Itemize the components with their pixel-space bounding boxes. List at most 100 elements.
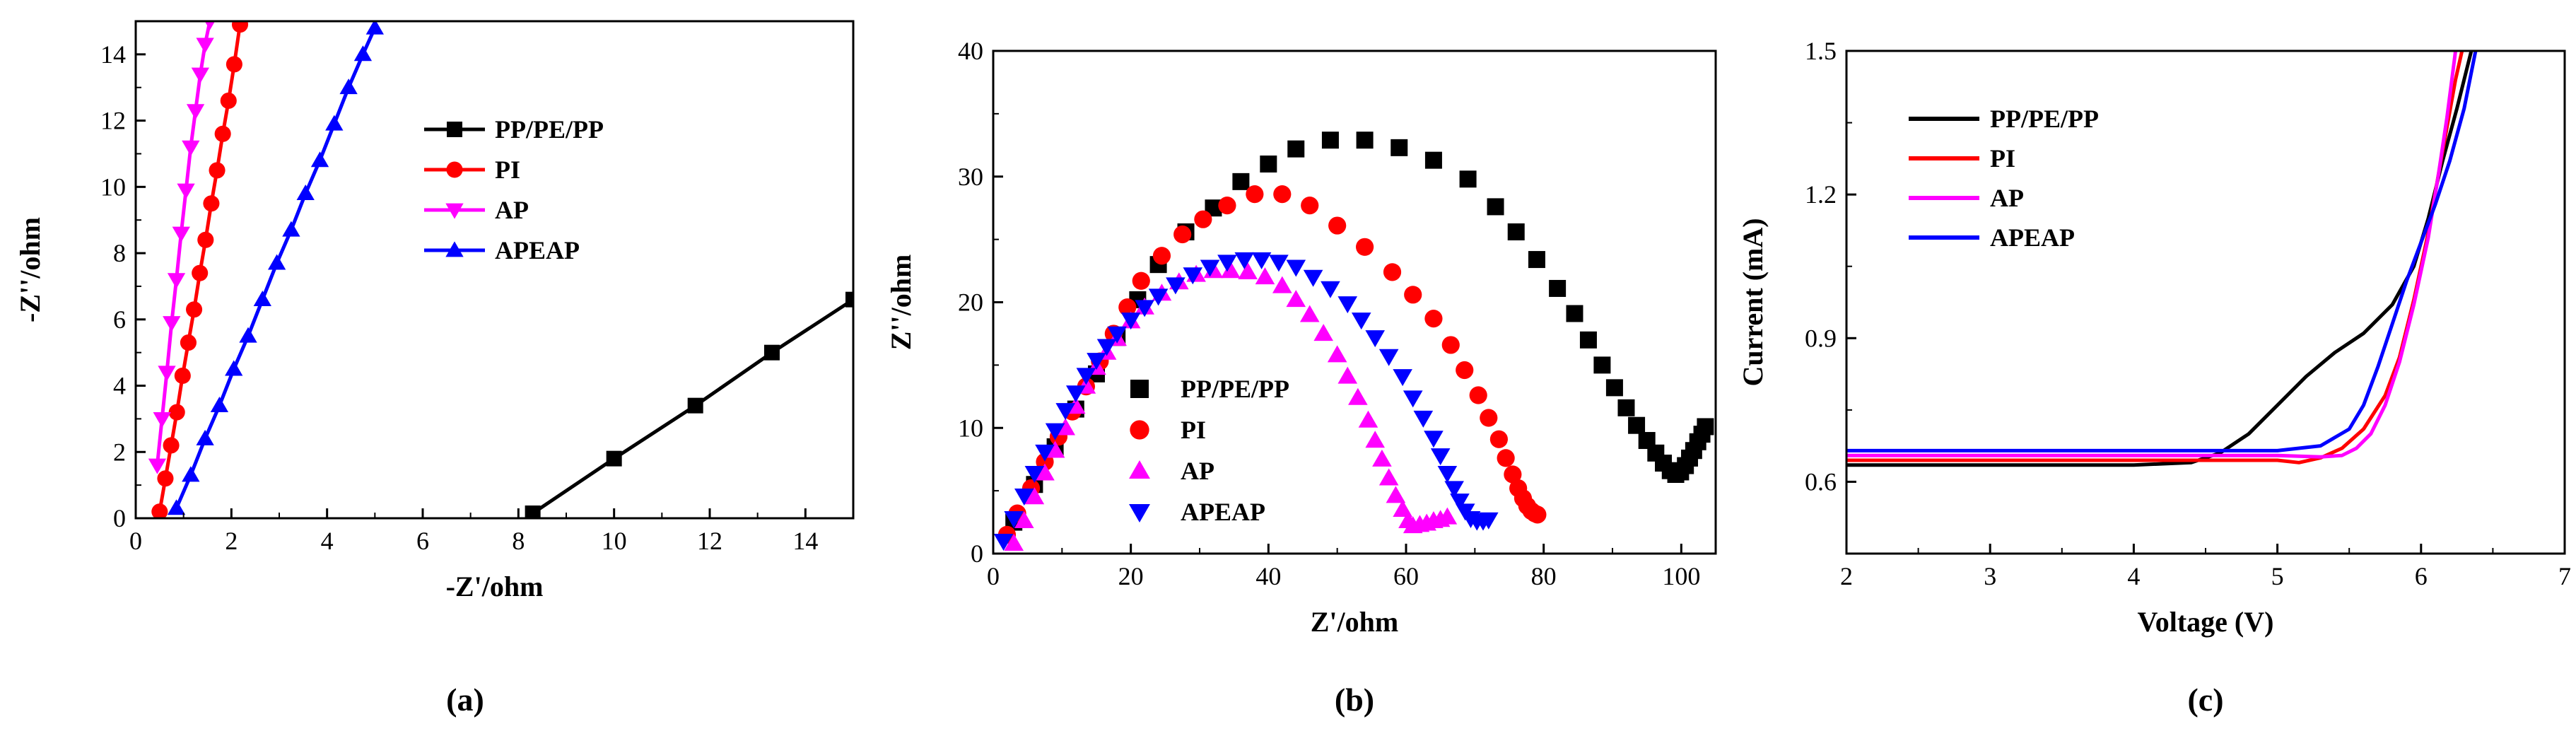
- panel-b-ytick-label-4: 40: [958, 37, 983, 65]
- panel-b-xtick-label-0: 0: [987, 562, 1000, 590]
- panel-b-series-ap-point-4: [1045, 440, 1065, 458]
- panel-a-caption: (a): [446, 682, 484, 718]
- panel-a-xlabel: -Z'/ohm: [446, 571, 544, 602]
- panel-a-series-ap-point-8: [186, 104, 205, 120]
- panel-b-series-apeap-point-20: [1251, 252, 1272, 269]
- panel-b-series-apeap-point-8: [1076, 368, 1096, 385]
- panel-b: 0 20 40 60 80 100 0 10 20 30 40 Z'/ohm Z''/ohm PP/PE/…: [885, 37, 1717, 718]
- panel-b-series-pp-pe-pp-point-21: [1549, 279, 1567, 297]
- panel-b-series-pi-point-22: [1424, 310, 1443, 328]
- panel-a-series-ap-point-7: [182, 140, 200, 156]
- panel-b-series-apeap-point-16: [1183, 267, 1203, 285]
- panel-b-series-apeap-point-24: [1321, 281, 1340, 298]
- panel-b-series-apeap-point-32: [1424, 431, 1444, 448]
- panel-a-series-ap-point-5: [172, 226, 190, 243]
- panel-a-legend-pi-label: PI: [495, 156, 520, 184]
- panel-a-xtick-label-3: 6: [416, 527, 429, 555]
- panel-b-series-pi-point-13: [1194, 210, 1212, 228]
- panel-a-ylabel: -Z''/ohm: [14, 217, 46, 322]
- panel-a-series-apeap-point-10: [310, 151, 329, 168]
- panel-a-series-pi-point-1: [157, 470, 174, 487]
- panel-b-series-apeap-point-23: [1303, 269, 1323, 287]
- panel-a-series-pi-point-6: [186, 301, 203, 318]
- panel-b-legend-ap-marker: [1129, 460, 1150, 479]
- panel-a-series-pi-point-10: [209, 162, 226, 179]
- panel-a-xtick-label-2: 4: [321, 527, 334, 555]
- panel-a-series-pp-pe-pp-point-2: [687, 397, 703, 414]
- panel-c-xtick-label-2: 4: [2127, 562, 2140, 590]
- panel-a-xtick-label-4: 8: [512, 527, 525, 555]
- panel-a-ytick-label-6: 12: [100, 107, 126, 135]
- panel-a-series-apeap-point-7: [267, 254, 286, 270]
- panel-a-series-apeap-point-2: [196, 429, 214, 445]
- panel-c-series-ap-line: [1846, 51, 2458, 459]
- panel-a-ytick-label-0: 0: [113, 504, 126, 532]
- panel-b-series-pi-point-18: [1328, 216, 1347, 235]
- panel-c-legend-ap-label: AP: [1990, 184, 2024, 212]
- panel-b-series-pi-point-21: [1404, 286, 1422, 304]
- panel-b-ytick-label-3: 30: [958, 163, 983, 191]
- panel-b-series-apeap-point-35: [1444, 481, 1464, 498]
- panel-b-series-pi-point-24: [1456, 361, 1474, 380]
- panel-b-series-pi-point-9: [1118, 298, 1137, 317]
- panel-b-series-ap-point-28: [1365, 431, 1385, 448]
- panel-a-series-apeap-point-11: [325, 115, 344, 131]
- panel-b-series-ap-point-29: [1372, 449, 1392, 467]
- panel-b-series-apeap-point-15: [1166, 277, 1185, 295]
- panel-b-series-pp-pe-pp-point-20: [1528, 251, 1545, 269]
- panel-a-legend-pi-marker: [446, 161, 463, 178]
- panel-b-series-apeap-point-12: [1120, 312, 1141, 330]
- panel-b-legend-apeap-label: APEAP: [1181, 498, 1265, 526]
- panel-b-series-apeap-point-5: [1045, 423, 1065, 440]
- panel-b-xtick-label-1: 20: [1118, 562, 1144, 590]
- panel-b-series-pp-pe-pp-point-15: [1391, 139, 1408, 156]
- panel-a-legend-pp-pe-pp-marker: [447, 122, 462, 137]
- panel-b-series-ap-point-30: [1378, 468, 1399, 486]
- panel-a-series-pi-point-0: [151, 503, 168, 518]
- panel-b-series-pi-point-10: [1132, 271, 1150, 290]
- panel-b-series-ap-point-24: [1327, 345, 1347, 363]
- panel-a-series-ap-point-4: [167, 273, 186, 289]
- panel-b-series-pi-point-20: [1383, 263, 1402, 281]
- panel-a-series-ap-point-11: [204, 21, 216, 30]
- panel-b-series: [993, 132, 1714, 551]
- panel-b-series-ap-point-27: [1358, 410, 1378, 428]
- panel-b-series-pi-point-28: [1497, 449, 1515, 467]
- panel-a-xtick-label-0: 0: [129, 527, 142, 555]
- panel-b-series-pp-pe-pp-point-12: [1287, 140, 1305, 158]
- panel-a-series-pi-point-8: [197, 231, 214, 248]
- panel-b-series-pp-pe-pp-point-24: [1593, 356, 1611, 374]
- panel-b-series-ap-point-5: [1055, 418, 1075, 436]
- panel-b-series-apeap-point-7: [1066, 385, 1086, 403]
- panel-b-xtick-label-3: 60: [1393, 562, 1419, 590]
- panel-c-xtick-label-1: 3: [1984, 562, 1996, 590]
- panel-a-xtick-label-1: 2: [225, 527, 238, 555]
- panel-a-series-apeap-point-9: [296, 185, 315, 201]
- panel-b-series-ap-point-25: [1337, 366, 1358, 384]
- panel-a-series-pi-point-13: [226, 56, 242, 73]
- panel-b-series-ap-point-2: [1024, 487, 1045, 505]
- panel-b-legend-apeap-marker: [1129, 503, 1150, 522]
- panel-a-legend-apeap-marker: [445, 241, 464, 257]
- panel-b-series-pp-pe-pp-point-23: [1579, 331, 1597, 349]
- panel-a-series-apeap-point-13: [353, 45, 373, 62]
- panel-c: 2 3 4 5 6 7 0.6 0.9 1.2 1.5 Voltage (V) Current (mA…: [1737, 37, 2571, 718]
- panel-a-ytick-label-2: 4: [113, 372, 126, 400]
- panel-a-series-apeap-point-3: [210, 397, 229, 413]
- panel-b-series-ap-point-23: [1313, 324, 1333, 341]
- panel-b-series-apeap-point-31: [1413, 410, 1434, 428]
- panel-c-ytick-label-2: 1.2: [1805, 180, 1837, 209]
- panel-b-series-apeap-point-11: [1107, 326, 1127, 344]
- panel-a-series-pp-pe-pp-point-3: [763, 344, 780, 361]
- panel-c-series: [1846, 51, 2478, 467]
- panel-a-series-apeap-point-1: [182, 466, 200, 482]
- panel-b-series-pi-point-11: [1152, 247, 1171, 265]
- panel-b-series-pp-pe-pp-point-17: [1459, 170, 1477, 188]
- panel-b-series-apeap-point-28: [1378, 349, 1399, 366]
- panel-b-ytick-label-2: 20: [958, 288, 983, 317]
- panel-a-series-ap-point-3: [163, 316, 181, 332]
- panel-b-legend-pi-label: PI: [1181, 416, 1206, 444]
- panel-c-legend-pp-pe-pp-label: PP/PE/PP: [1990, 105, 2099, 133]
- panel-c-ytick-label-0: 0.6: [1805, 467, 1837, 496]
